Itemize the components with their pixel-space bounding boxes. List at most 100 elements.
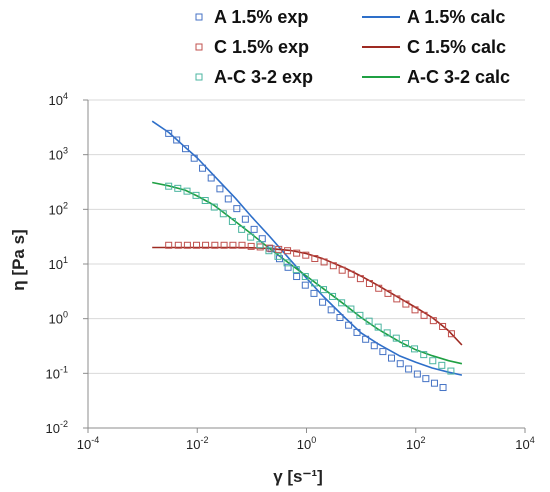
data-point [174,184,182,192]
x-tick-label: 102 [406,435,425,452]
data-point [275,245,283,253]
tick-labels: 10-4 10-2 100 102 104 10-2 10-1 100 101 102 103 104 [46,91,535,452]
series-line-a-c-3-2-calc [152,181,463,365]
data-point [182,145,190,153]
data-point [310,289,318,297]
data-point [229,241,237,249]
data-point [293,249,301,257]
data-point [320,258,328,266]
data-point [174,241,182,249]
data-point [284,247,292,255]
data-point [392,334,400,342]
data-point [430,379,438,387]
data-point [420,311,428,319]
data-point [402,340,410,348]
data-point [338,266,346,274]
data-point [302,251,310,259]
data-point [219,210,227,218]
x-tick-label: 10-4 [77,435,99,452]
data-point [379,348,387,356]
data-point [293,273,301,281]
data-point [265,247,273,255]
data-point [247,242,255,250]
data-point [388,354,396,362]
data-point [402,300,410,308]
data-point [338,299,346,307]
y-tick-label: 103 [49,146,68,163]
data-point [247,233,255,241]
data-point [413,370,421,378]
x-tick-label: 100 [297,435,316,452]
data-point [439,322,447,330]
data-point [356,275,364,283]
y-tick-label: 100 [49,310,68,327]
legend-marker-a-1-5-exp [195,13,203,21]
y-tick-label: 10-2 [46,419,68,436]
data-point [370,342,378,350]
data-point [347,305,355,313]
data-point [375,284,383,292]
data-point [210,203,218,211]
data-point [411,345,419,353]
data-point [320,286,328,294]
data-point [241,215,249,223]
y-tick-label: 102 [49,200,68,217]
data-point [329,292,337,300]
legend-label-a-1-5-exp: A 1.5% exp [214,7,308,27]
data-point [336,314,344,322]
legend-label-a-1-5-calc: A 1.5% calc [407,7,505,27]
data-point [365,279,373,287]
legend-label-a-c-3-2-exp: A-C 3-2 exp [214,67,313,87]
data-point [220,241,228,249]
data-point [238,225,246,233]
data-point [329,262,337,270]
data-point [173,136,181,144]
axes [83,99,526,433]
data-point [224,195,232,203]
data-point [165,182,173,190]
y-tick-label: 10-1 [46,364,68,381]
series-markers-c-1-5-exp [165,241,455,338]
data-point [356,311,364,319]
data-point [275,255,283,263]
legend-label-a-c-3-2-calc: A-C 3-2 calc [407,67,510,87]
data-point [327,306,335,314]
data-point [311,255,319,263]
data-point [190,154,198,162]
data-point [347,270,355,278]
data-point [202,241,210,249]
data-point [211,241,219,249]
data-point [429,357,437,365]
data-point [405,365,413,373]
legend-label-c-1-5-exp: C 1.5% exp [214,37,309,57]
data-point [396,360,404,368]
y-axis-label: η [Pa s] [9,229,28,290]
series-layer [151,120,463,392]
data-point [233,205,241,213]
data-point [165,129,173,137]
data-point [228,217,236,225]
data-point [422,375,430,383]
grid-lines [88,99,525,374]
data-point [283,259,291,267]
data-point [256,243,264,251]
legend-label-c-1-5-calc: C 1.5% calc [407,37,506,57]
data-point [216,185,224,193]
data-point [447,330,455,338]
data-point [439,384,447,392]
data-point [284,263,292,271]
data-point [267,245,275,253]
data-point [250,225,258,233]
data-point [301,281,309,289]
data-point [365,317,373,325]
data-point [183,187,191,195]
x-axis-label: γ [s⁻¹] [273,467,323,486]
data-point [193,241,201,249]
data-point [207,174,215,182]
data-point [438,361,446,369]
data-point [274,252,282,260]
data-point [292,266,300,274]
data-point [345,321,353,329]
legend: A 1.5% exp C 1.5% exp A-C 3-2 exp A 1.5% ca… [195,7,510,87]
